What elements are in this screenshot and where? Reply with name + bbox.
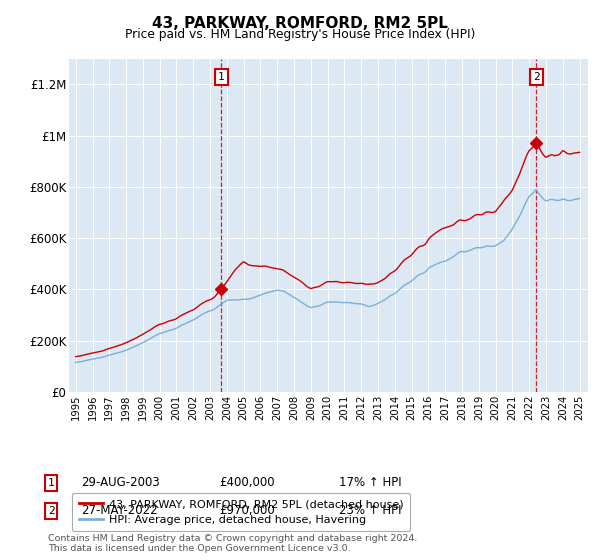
Text: 1: 1 xyxy=(47,478,55,488)
Text: 23% ↑ HPI: 23% ↑ HPI xyxy=(339,504,401,517)
Text: 43, PARKWAY, ROMFORD, RM2 5PL: 43, PARKWAY, ROMFORD, RM2 5PL xyxy=(152,16,448,31)
Text: 1: 1 xyxy=(218,72,224,82)
Text: £400,000: £400,000 xyxy=(219,476,275,489)
Text: 29-AUG-2003: 29-AUG-2003 xyxy=(81,476,160,489)
Text: 17% ↑ HPI: 17% ↑ HPI xyxy=(339,476,401,489)
Text: 27-MAY-2022: 27-MAY-2022 xyxy=(81,504,158,517)
Text: 2: 2 xyxy=(533,72,539,82)
Text: Contains HM Land Registry data © Crown copyright and database right 2024.
This d: Contains HM Land Registry data © Crown c… xyxy=(48,534,418,553)
Text: £970,000: £970,000 xyxy=(219,504,275,517)
Legend: 43, PARKWAY, ROMFORD, RM2 5PL (detached house), HPI: Average price, detached hou: 43, PARKWAY, ROMFORD, RM2 5PL (detached … xyxy=(72,492,410,531)
Text: 2: 2 xyxy=(47,506,55,516)
Text: Price paid vs. HM Land Registry's House Price Index (HPI): Price paid vs. HM Land Registry's House … xyxy=(125,28,475,41)
